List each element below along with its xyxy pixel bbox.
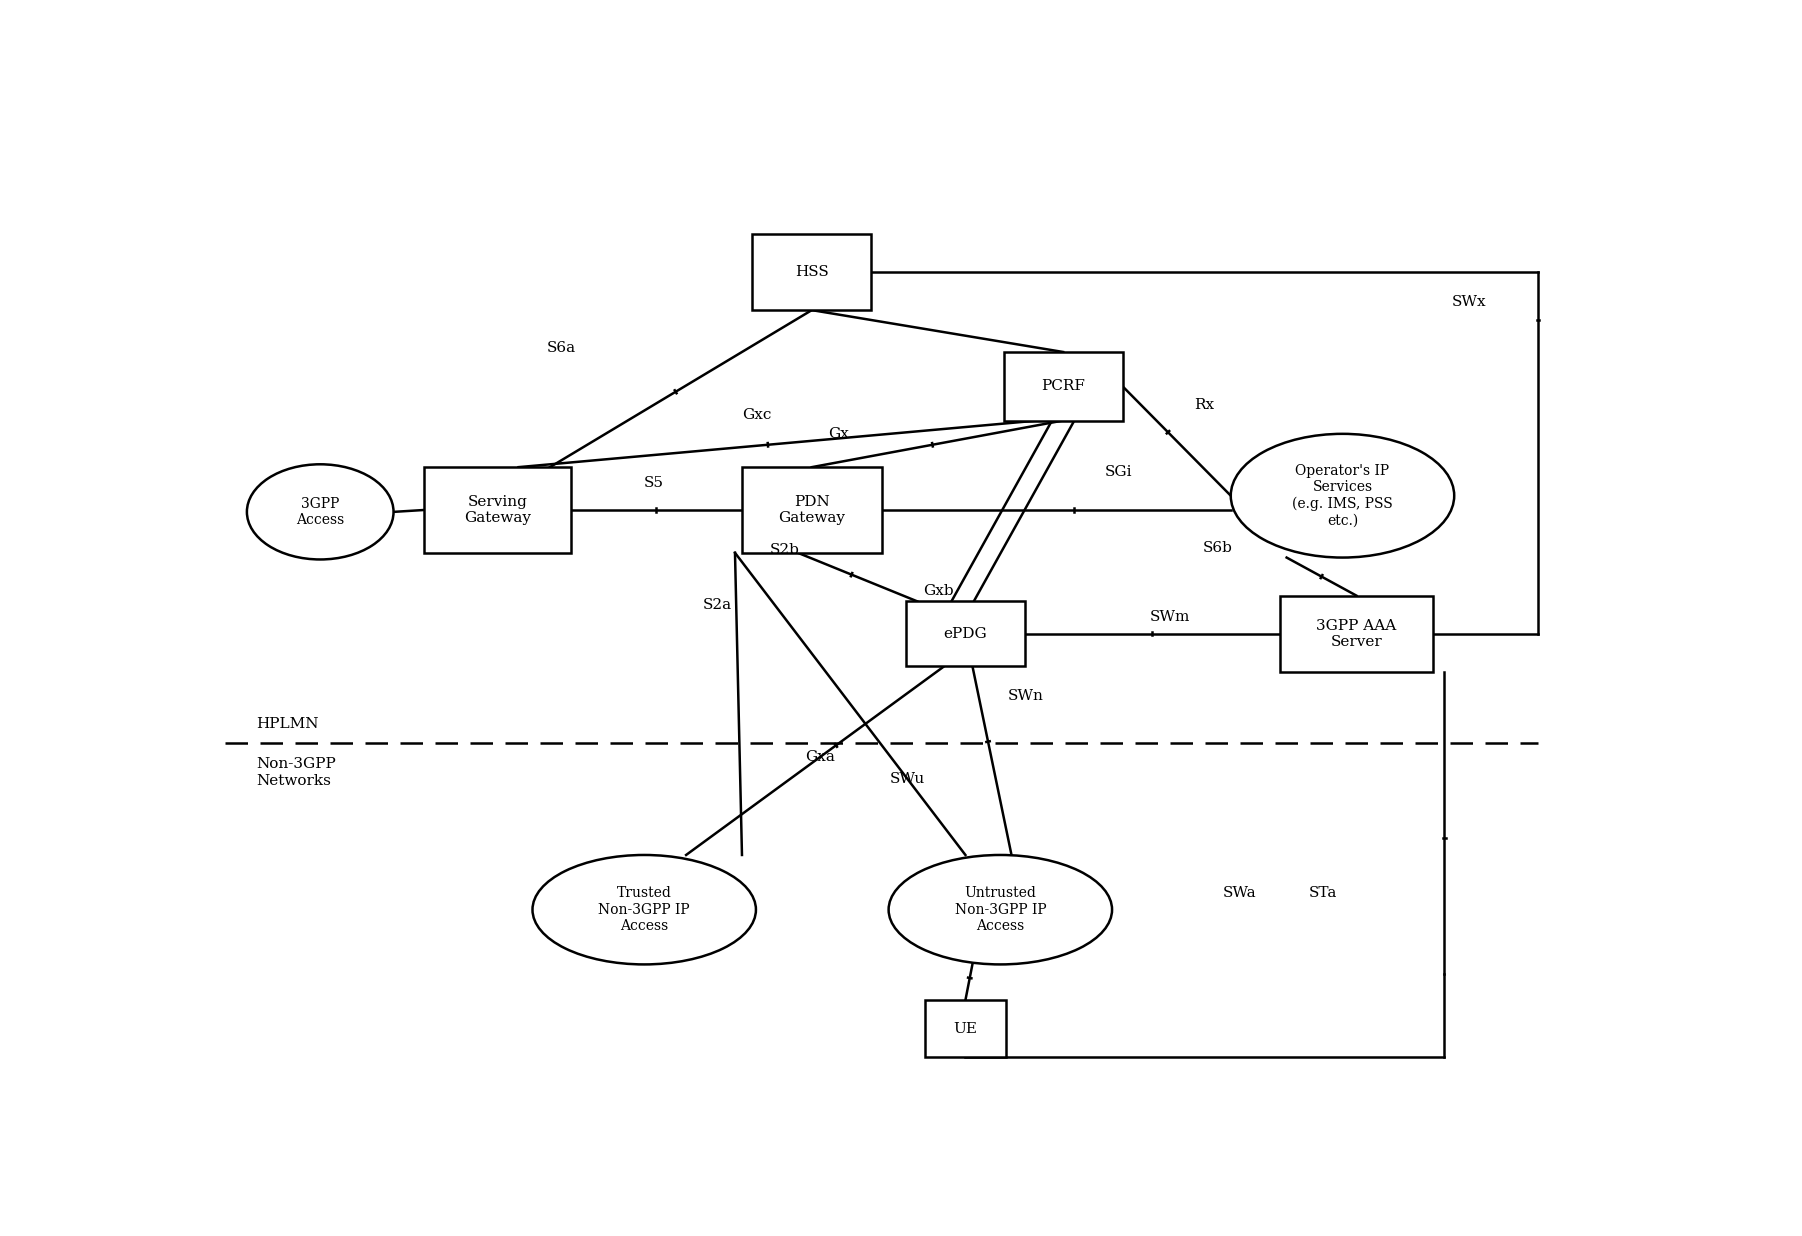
Text: S6b: S6b — [1204, 541, 1233, 555]
Text: SWa: SWa — [1222, 885, 1256, 900]
Text: SWx: SWx — [1451, 295, 1487, 309]
Bar — [1279, 596, 1433, 672]
Ellipse shape — [532, 855, 757, 964]
Text: S5: S5 — [645, 476, 665, 491]
Text: S6a: S6a — [546, 341, 575, 355]
Text: PCRF: PCRF — [1042, 379, 1085, 393]
Text: SGi: SGi — [1105, 465, 1133, 478]
Text: UE: UE — [953, 1022, 977, 1036]
Bar — [423, 467, 571, 552]
Text: Rx: Rx — [1195, 398, 1215, 413]
Text: S2b: S2b — [769, 543, 800, 557]
Text: Gxa: Gxa — [805, 750, 834, 764]
Text: 3GPP AAA
Server: 3GPP AAA Server — [1315, 618, 1397, 649]
Text: Trusted
Non-3GPP IP
Access: Trusted Non-3GPP IP Access — [598, 886, 690, 933]
Text: HSS: HSS — [795, 265, 829, 279]
Ellipse shape — [1231, 434, 1454, 557]
Bar — [906, 602, 1025, 666]
Text: 3GPP
Access: 3GPP Access — [296, 497, 344, 527]
Bar — [753, 234, 870, 310]
Text: Gxb: Gxb — [923, 583, 953, 598]
Text: S2a: S2a — [703, 598, 732, 612]
Text: STa: STa — [1308, 885, 1337, 900]
Text: HPLMN: HPLMN — [256, 717, 319, 730]
Text: PDN
Gateway: PDN Gateway — [778, 494, 845, 525]
Ellipse shape — [247, 465, 393, 560]
Bar — [924, 1000, 1006, 1057]
Text: Untrusted
Non-3GPP IP
Access: Untrusted Non-3GPP IP Access — [955, 886, 1047, 933]
Text: SWm: SWm — [1150, 609, 1189, 624]
Bar — [1004, 352, 1123, 420]
Text: Gxc: Gxc — [742, 408, 771, 421]
Text: Non-3GPP
Networks: Non-3GPP Networks — [256, 758, 335, 787]
Text: Operator's IP
Services
(e.g. IMS, PSS
etc.): Operator's IP Services (e.g. IMS, PSS et… — [1292, 465, 1393, 528]
Text: SWn: SWn — [1007, 688, 1043, 702]
Text: SWu: SWu — [890, 772, 924, 786]
Bar — [742, 467, 881, 552]
Text: ePDG: ePDG — [944, 627, 987, 640]
Text: Gx: Gx — [829, 426, 849, 441]
Ellipse shape — [888, 855, 1112, 964]
Text: Serving
Gateway: Serving Gateway — [465, 494, 532, 525]
